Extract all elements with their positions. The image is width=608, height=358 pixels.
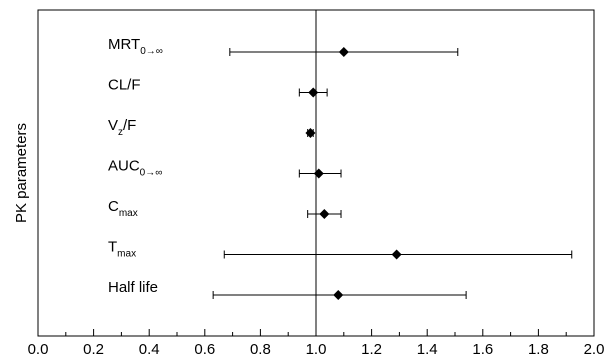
parameter-label-main: Half life	[108, 279, 158, 296]
x-tick-label: 1.0	[306, 341, 327, 358]
point-estimate-marker	[319, 209, 330, 219]
x-tick-label: 0.0	[28, 341, 49, 358]
point-estimate-marker	[308, 87, 319, 98]
point-estimate-marker	[313, 168, 324, 179]
y-axis-title: PK parameters	[13, 123, 30, 223]
x-axis-tick-labels: 0.0 0.2 0.4 0.6 0.8 1.0 1.2 1.4 1.6 1.8 2.0	[28, 341, 605, 358]
parameter-label: Half life	[108, 279, 158, 296]
parameter-label-main: T	[108, 239, 117, 256]
parameter-label-subscript: 0→∞	[140, 168, 163, 179]
parameter-row: Vz/F	[108, 117, 316, 138]
parameter-label-main: C	[108, 198, 119, 215]
x-tick-label: 2.0	[584, 341, 605, 358]
parameter-label-main: AUC	[108, 158, 140, 175]
parameter-label-subscript: max	[119, 208, 138, 219]
point-estimate-marker	[305, 128, 316, 138]
parameter-row: Tmax	[108, 239, 573, 260]
x-tick-label: 1.4	[417, 341, 438, 358]
parameter-row: Cmax	[108, 198, 342, 219]
parameter-row: Half life	[108, 279, 467, 300]
parameter-label-main: CL/F	[108, 77, 141, 94]
x-tick-label: 0.2	[83, 341, 104, 358]
point-estimate-marker	[333, 290, 344, 300]
parameter-label-subscript: max	[117, 249, 136, 260]
parameter-row: MRT0→∞	[108, 36, 459, 57]
parameter-label: MRT0→∞	[108, 36, 163, 57]
x-axis-ticks	[37, 329, 595, 336]
parameter-label-suffix: /F	[123, 117, 136, 134]
point-estimate-marker	[391, 249, 402, 260]
parameter-label-subscript: z	[118, 127, 123, 138]
parameter-label: CL/F	[108, 77, 141, 94]
x-tick-label: 0.6	[194, 341, 215, 358]
parameter-label-subscript: 0→∞	[140, 46, 163, 57]
x-tick-label: 0.4	[139, 341, 160, 358]
parameter-label: AUC0→∞	[108, 158, 162, 179]
parameter-label-main: MRT	[108, 36, 140, 53]
parameter-row: AUC0→∞	[108, 158, 342, 179]
parameter-label: Tmax	[108, 239, 136, 260]
x-tick-label: 0.8	[250, 341, 271, 358]
parameter-row: CL/F	[108, 77, 328, 98]
x-tick-label: 1.8	[528, 341, 549, 358]
point-estimate-marker	[338, 47, 349, 57]
x-tick-label: 1.2	[361, 341, 382, 358]
parameter-label: Cmax	[108, 198, 138, 219]
x-tick-label: 1.6	[472, 341, 493, 358]
parameter-label-main: V	[108, 117, 118, 134]
parameter-label: Vz/F	[108, 117, 136, 138]
